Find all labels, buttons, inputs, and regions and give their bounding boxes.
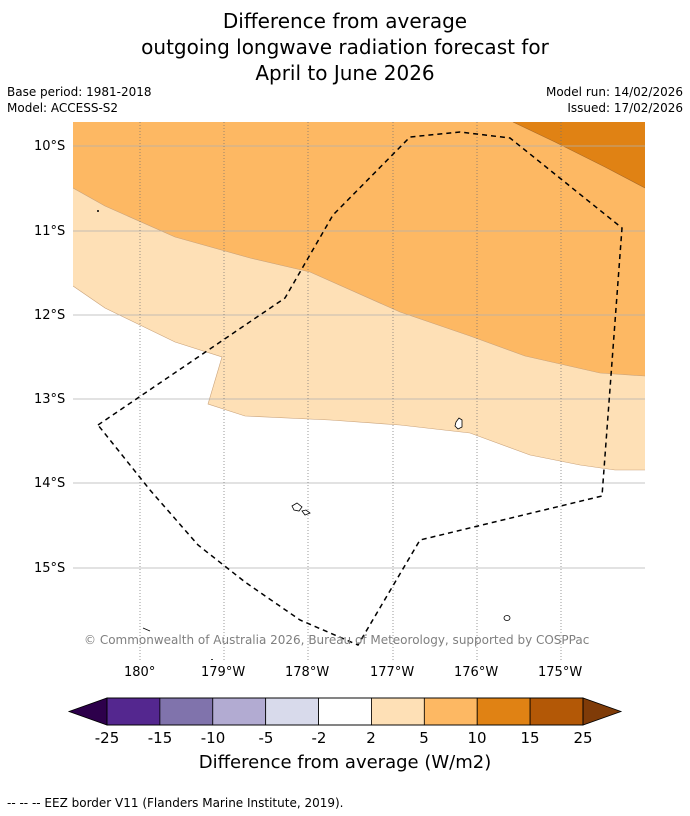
title-line-1: Difference from average (222, 9, 468, 33)
lat-label: 10°S (34, 139, 66, 154)
colorbar-segment (529, 697, 584, 726)
lat-label: 11°S (34, 224, 66, 239)
title-line-2: outgoing longwave radiation forecast for (141, 35, 549, 59)
latitude-gridlines (73, 145, 645, 569)
colorbar-tick: 2 (366, 729, 376, 747)
colorbar-segment (423, 697, 478, 726)
eez-legend: -- -- -- EEZ border V11 (Flanders Marine… (7, 796, 344, 810)
issued-date: Issued: 17/02/2026 (567, 101, 683, 115)
lat-label: 15°S (34, 561, 66, 576)
island-icon (301, 509, 311, 516)
colorbar-tick: -15 (147, 729, 173, 747)
meta-right: Model run: 14/02/2026 Issued: 17/02/2026 (546, 84, 683, 116)
title-line-3: April to June 2026 (255, 61, 435, 85)
colorbar-tick: -5 (258, 729, 274, 747)
island-icon (97, 209, 100, 212)
lat-label: 14°S (34, 476, 66, 491)
colorbar-frame (106, 697, 584, 726)
eez-border (96, 131, 623, 646)
lat-label: 13°S (34, 392, 66, 407)
copyright-notice: © Commonwealth of Australia 2026, Bureau… (84, 633, 590, 647)
colorbar-label: Difference from average (W/m2) (198, 752, 492, 773)
meta-left: Base period: 1981-2018 Model: ACCESS-S2 (7, 84, 152, 116)
colorbar-segment (371, 697, 425, 726)
colorbar-segment (212, 697, 267, 726)
map-area (73, 122, 645, 660)
colorbar-tick: 10 (467, 729, 487, 747)
lat-label: 12°S (34, 308, 66, 323)
colorbar-segment (106, 697, 161, 726)
lon-label: 180° (124, 665, 156, 680)
lon-label: 178°W (285, 665, 330, 680)
contour-2 (73, 285, 645, 471)
lon-label: 175°W (538, 665, 583, 680)
model-name: Model: ACCESS-S2 (7, 101, 119, 115)
contour-10 (512, 122, 645, 189)
island-icon (142, 627, 151, 632)
colorbar (67, 697, 623, 726)
anomaly-region-5-10 (73, 122, 645, 376)
colorbar-tick: 5 (419, 729, 429, 747)
model-run: Model run: 14/02/2026 (545, 85, 683, 99)
colorbar-segment (476, 697, 531, 726)
colorbar-segments (106, 697, 584, 726)
island-icon (291, 502, 303, 512)
island-icon (454, 417, 463, 430)
island-icon (503, 615, 511, 621)
island-icon (211, 659, 213, 660)
colorbar-tick: -25 (94, 729, 120, 747)
islands (97, 209, 511, 660)
colorbar-tick: 25 (573, 729, 593, 747)
lon-label: 179°W (201, 665, 246, 680)
colorbar-tick: -10 (200, 729, 226, 747)
lon-label: 177°W (370, 665, 415, 680)
lon-label: 176°W (454, 665, 499, 680)
chart-title: Difference from average outgoing longwav… (0, 8, 690, 86)
colorbar-tick: -2 (311, 729, 327, 747)
anomaly-region-10-15 (513, 122, 645, 188)
colorbar-tick: 15 (520, 729, 540, 747)
colorbar-segment (318, 697, 372, 726)
colorbar-over-arrow (582, 697, 623, 726)
colorbar-segment (265, 697, 319, 726)
colorbar-segment (159, 697, 214, 726)
base-period: Base period: 1981-2018 (7, 85, 152, 99)
colorbar-under-arrow (67, 697, 108, 726)
